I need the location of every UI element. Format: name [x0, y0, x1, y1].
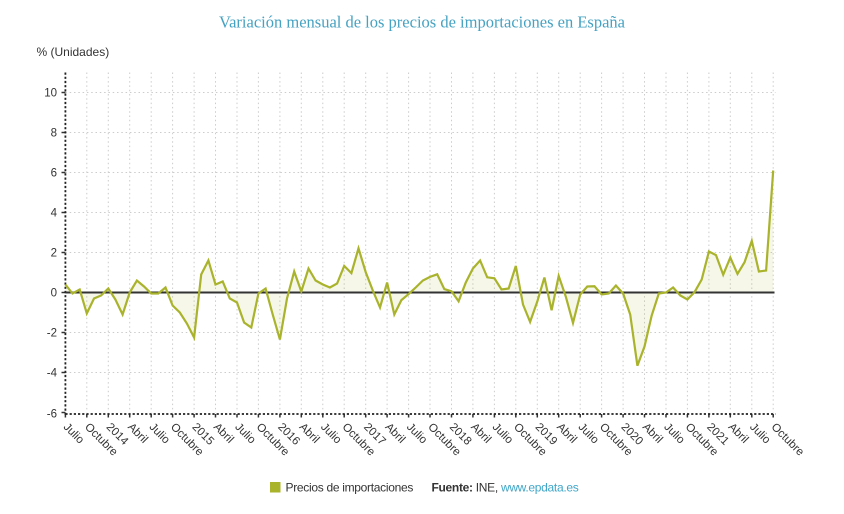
svg-text:2: 2 [51, 248, 57, 260]
svg-text:% (Unidades): % (Unidades) [37, 45, 110, 59]
svg-text:-4: -4 [47, 368, 58, 380]
svg-text:-6: -6 [47, 409, 57, 421]
svg-text:Precios de importaciones: Precios de importaciones [286, 480, 414, 494]
svg-text:0: 0 [51, 288, 57, 300]
svg-text:Fuente: INE, www.epdata.es: Fuente: INE, www.epdata.es [432, 480, 579, 494]
svg-text:10: 10 [44, 88, 57, 100]
svg-text:-2: -2 [47, 328, 57, 340]
svg-text:6: 6 [51, 168, 57, 180]
svg-text:8: 8 [51, 128, 57, 140]
svg-text:Variación mensual de los preci: Variación mensual de los precios de impo… [219, 13, 626, 32]
svg-text:4: 4 [51, 208, 58, 220]
